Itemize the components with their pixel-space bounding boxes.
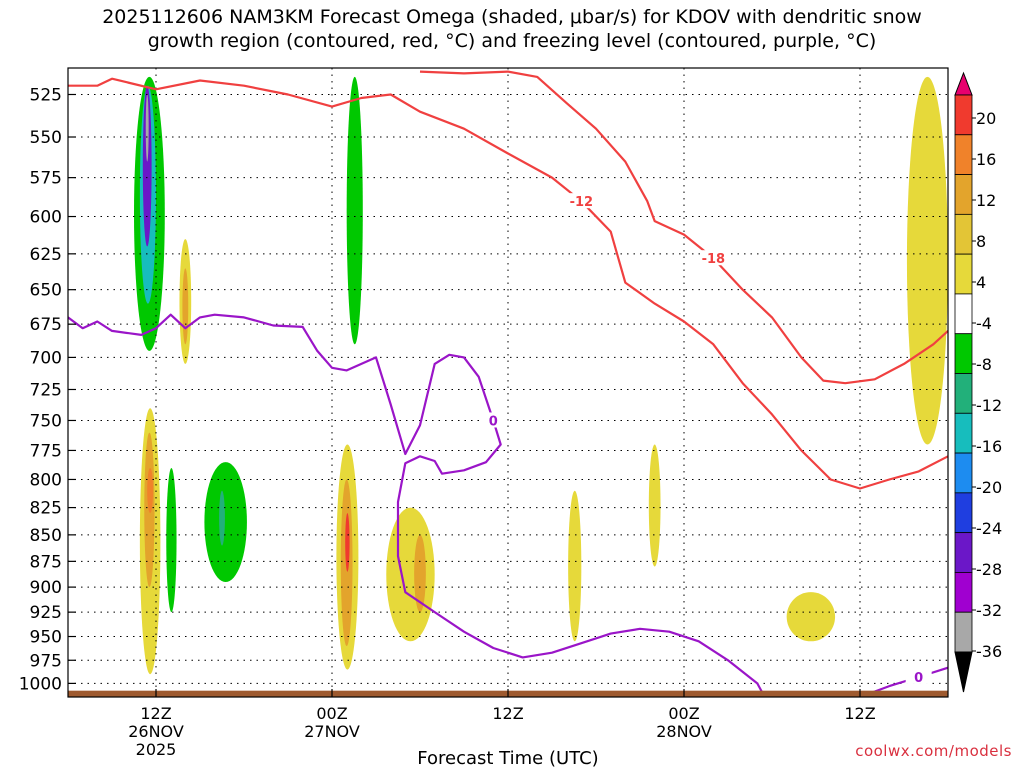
y-tick-label: 550 [30, 128, 62, 148]
colorbar-label: -24 [976, 519, 1002, 538]
dgz-contour-1-label: -18 [702, 252, 726, 267]
omega-region-rising-edge [906, 76, 948, 445]
colorbar-label: 16 [976, 150, 996, 169]
freezing-contour-0 [68, 313, 766, 697]
source-credit: coolwx.com/models [855, 742, 1012, 760]
colorbar-box [954, 174, 973, 215]
x-tick-date: 26NOV [128, 722, 184, 741]
colorbar-box [954, 452, 973, 494]
colorbar-box [954, 134, 973, 175]
x-tick-label: 00Z [668, 704, 699, 723]
y-tick-label: 900 [30, 578, 62, 598]
x-tick-year: 2025 [136, 740, 177, 759]
freezing-contour-1-label: 0 [914, 671, 923, 686]
x-axis-label: Forecast Time (UTC) [417, 748, 598, 768]
x-tick-date: 28NOV [656, 722, 712, 741]
colorbar-box [954, 611, 973, 653]
colorbar-box [954, 492, 973, 534]
y-tick-label: 625 [30, 245, 62, 265]
colorbar-min-arrow [954, 651, 973, 693]
y-tick-label: 850 [30, 526, 62, 546]
y-tick-label: 675 [30, 315, 62, 335]
omega-region-rising-00z [345, 513, 350, 572]
x-tick-date: 27NOV [304, 722, 360, 741]
y-tick-label: 575 [30, 169, 62, 189]
colorbar-label: -16 [976, 437, 1002, 456]
y-tick-label: 825 [30, 499, 62, 519]
omega-region-sinking-11z [145, 94, 149, 162]
y-tick-label: 1000 [19, 674, 62, 694]
y-tick-label: 925 [30, 603, 62, 623]
y-tick-label: 875 [30, 552, 62, 572]
omega-region-rising-03z [414, 534, 426, 613]
colorbar-label: -32 [976, 601, 1002, 620]
dgz-contour-1-label-bg [700, 250, 727, 266]
colorbar-box [954, 253, 973, 295]
omega-region-sinking-16z [204, 462, 247, 583]
x-tick-label: 12Z [844, 704, 875, 723]
colorbar-box [954, 412, 973, 454]
omega-region-sinking-01z [346, 76, 363, 345]
y-tick-label: 525 [30, 85, 62, 105]
freezing-contour-1-label-bg [905, 668, 932, 684]
colorbar-box [954, 532, 973, 573]
colorbar-label: 20 [976, 109, 996, 128]
y-tick-label: 600 [30, 208, 62, 228]
colorbar-box [954, 373, 973, 414]
freezing-contour-0-label-bg [480, 412, 507, 428]
y-tick-label: 700 [30, 348, 62, 368]
colorbar-box [954, 213, 973, 255]
omega-region-rising-core-12z [147, 467, 154, 514]
chart-title-line1: 2025112606 NAM3KM Forecast Omega (shaded… [102, 6, 922, 28]
colorbar-label: -20 [976, 478, 1002, 497]
colorbar-box [954, 333, 973, 374]
omega-region-sinking-13z-low [166, 467, 177, 613]
chart-title-line2: growth region (contoured, red, °C) and f… [147, 30, 877, 52]
colorbar-label: -12 [976, 396, 1002, 415]
dgz-contour-0 [68, 77, 948, 490]
colorbar-label: 4 [976, 273, 986, 292]
colorbar-label: -36 [976, 642, 1002, 661]
dgz-contour-0-label-bg [568, 193, 595, 209]
colorbar-label: -4 [976, 314, 992, 333]
omega-region-sinking-11z [142, 85, 152, 247]
y-tick-label: 650 [30, 281, 62, 301]
omega-region-sinking-16z [219, 490, 225, 546]
colorbar-label: 8 [976, 232, 986, 251]
x-tick-label: 12Z [140, 704, 171, 723]
y-tick-label: 950 [30, 628, 62, 648]
omega-region-rising-08z [786, 592, 836, 642]
omega-region-rising-18z [568, 490, 582, 642]
dgz-contour-1 [419, 70, 948, 385]
colorbar-box [954, 572, 973, 613]
omega-region-rising-upper-13z [182, 268, 189, 345]
colorbar-box [954, 293, 973, 335]
omega-region-rising-03z [386, 507, 435, 642]
y-tick-label: 725 [30, 380, 62, 400]
y-tick-label: 800 [30, 470, 62, 490]
omega-region-rising-22z [648, 444, 661, 567]
colorbar-box [954, 94, 973, 136]
y-tick-label: 775 [30, 441, 62, 461]
colorbar-max-arrow [954, 71, 973, 96]
colorbar-label: 12 [976, 191, 996, 210]
x-tick-label: 00Z [316, 704, 347, 723]
dgz-contour-0-label: -12 [570, 195, 594, 210]
y-tick-label: 750 [30, 411, 62, 431]
y-tick-label: 975 [30, 651, 62, 671]
freezing-contour-0-label: 0 [489, 414, 498, 429]
colorbar-label: -28 [976, 560, 1002, 579]
colorbar-label: -8 [976, 355, 992, 374]
x-tick-label: 12Z [492, 704, 523, 723]
